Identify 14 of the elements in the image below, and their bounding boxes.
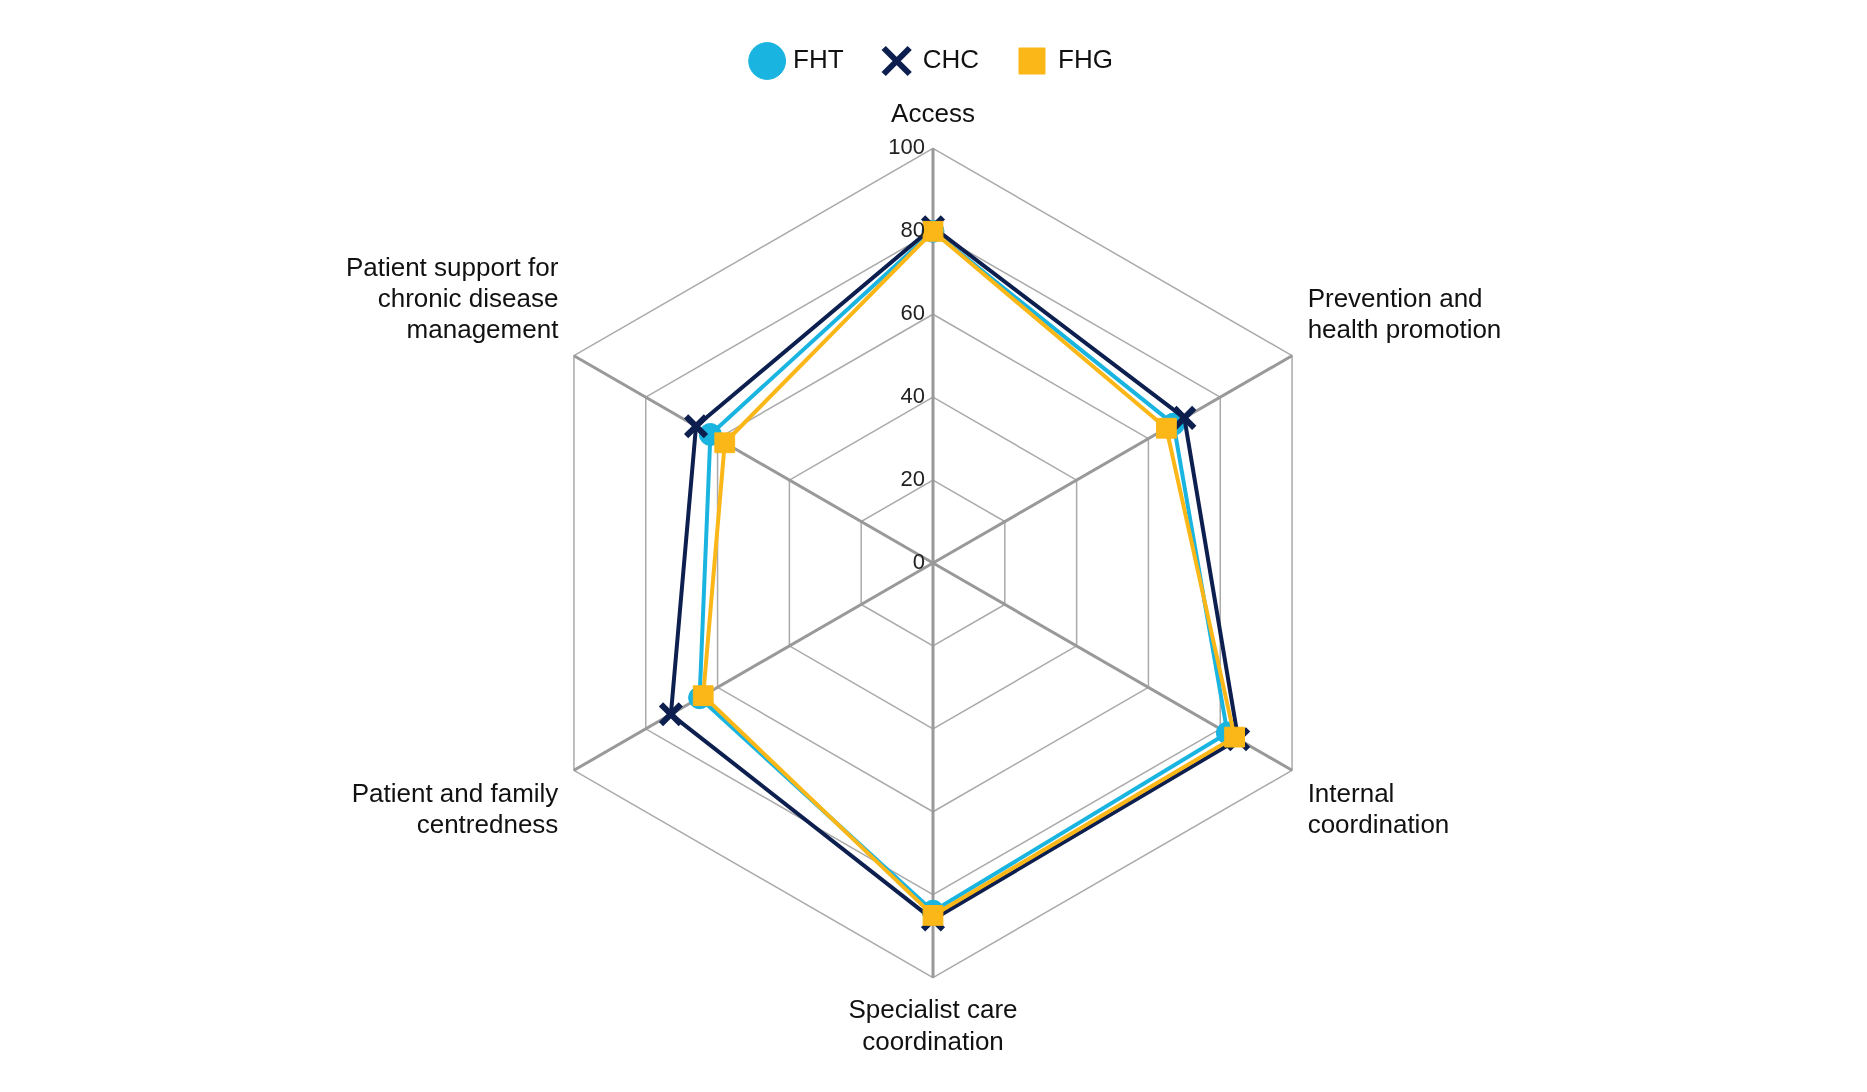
y-tick-label: 60: [900, 300, 925, 326]
spoke-label: Patient support for chronic disease management: [345, 251, 560, 345]
legend-label: FHT: [793, 44, 844, 75]
legend-label: CHC: [922, 44, 980, 75]
y-tick-label: 20: [900, 466, 925, 492]
y-tick-label: 40: [900, 383, 925, 409]
spoke-label: Patient and family centredness: [351, 778, 559, 840]
spoke-label: Prevention and health promotion: [1307, 283, 1502, 345]
y-tick-label: 100: [888, 134, 925, 160]
legend-label: FHG: [1057, 44, 1113, 75]
spoke-label: Internal coordination: [1307, 778, 1450, 840]
spoke-label: Access: [891, 97, 975, 128]
spoke-label: Specialist care coordination: [848, 994, 1018, 1056]
y-tick-label: 0: [912, 549, 925, 575]
